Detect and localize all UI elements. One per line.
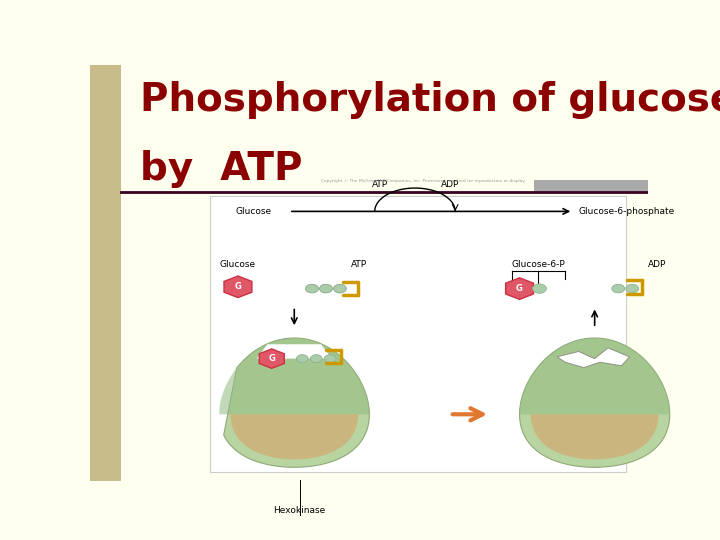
Polygon shape	[557, 348, 629, 368]
Text: Glucose-6-P: Glucose-6-P	[511, 260, 565, 269]
Text: Glucose-6-phosphate: Glucose-6-phosphate	[579, 207, 675, 216]
Text: ATP: ATP	[372, 180, 388, 189]
Circle shape	[612, 284, 625, 293]
Polygon shape	[257, 345, 332, 359]
Text: ADP: ADP	[648, 260, 667, 269]
Bar	[534, 180, 648, 192]
Polygon shape	[224, 338, 369, 467]
Bar	[90, 65, 121, 481]
Text: Glucose: Glucose	[235, 207, 271, 216]
Text: Phosphorylation of glucose: Phosphorylation of glucose	[140, 82, 720, 119]
Circle shape	[324, 355, 336, 362]
Polygon shape	[219, 338, 369, 414]
Polygon shape	[520, 338, 670, 414]
Polygon shape	[259, 349, 284, 368]
Text: G: G	[269, 354, 275, 363]
Polygon shape	[531, 414, 659, 460]
Circle shape	[320, 284, 333, 293]
Circle shape	[333, 284, 346, 293]
Polygon shape	[520, 338, 670, 467]
Text: G: G	[516, 284, 523, 293]
Text: ADP: ADP	[441, 180, 459, 189]
Bar	[210, 196, 626, 472]
Text: Hexokinase: Hexokinase	[274, 506, 325, 515]
Polygon shape	[224, 276, 252, 298]
Text: Copyright © The McGraw-Hill Companies, Inc. Permission required for reproduction: Copyright © The McGraw-Hill Companies, I…	[320, 179, 526, 183]
Circle shape	[310, 355, 322, 362]
Polygon shape	[230, 414, 358, 460]
Circle shape	[626, 284, 639, 293]
Circle shape	[532, 284, 546, 293]
Polygon shape	[505, 278, 534, 299]
Text: ATP: ATP	[351, 260, 366, 269]
Text: Glucose: Glucose	[220, 260, 256, 269]
Text: G: G	[235, 282, 241, 291]
Circle shape	[297, 355, 308, 362]
Text: by  ATP: by ATP	[140, 150, 302, 188]
Circle shape	[305, 284, 318, 293]
